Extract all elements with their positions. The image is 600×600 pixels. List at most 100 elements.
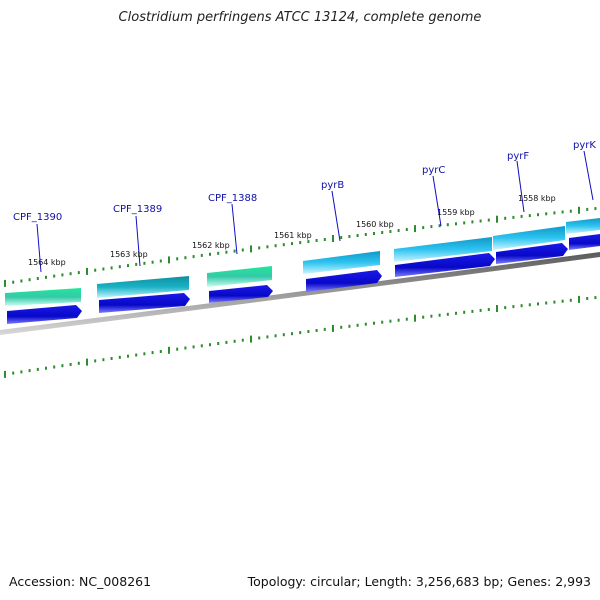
scale-tick [405,228,408,231]
scale-tick [110,266,113,270]
scale-tick [192,255,195,259]
scale-tick [528,303,531,307]
scale-tick [381,231,384,234]
scale-tick [307,330,310,333]
label-line [231,203,238,255]
label-line [331,190,341,242]
scale-tick [569,209,572,213]
scale-tick [127,354,129,358]
gene-label-pyrF: pyrF [507,151,529,162]
scale-tick [258,246,261,250]
scale-tick [28,278,31,282]
map-title: Clostridium perfringens ATCC 13124, comp… [118,10,482,25]
scale-tick [45,366,47,370]
scale-tick [356,234,359,237]
scale-tick [61,364,64,368]
scale-tick [102,358,105,362]
scale-tick [274,244,277,248]
scale-tick [53,365,56,369]
cds-arrow [306,270,382,292]
scale-tick [12,280,15,284]
kbp-label: 1559 kbp [437,208,475,217]
scale-tick [69,363,72,366]
accession-text: Accession: NC_008261 [9,574,152,589]
scale-tick [45,275,47,279]
scale-tick [504,216,507,220]
scale-tick [504,306,507,310]
scale-tick [159,259,162,263]
scale-tick [430,225,433,229]
kbp-label: 1561 kbp [274,231,312,240]
scale-tick [12,371,15,375]
scale-tick [159,350,162,353]
scale-tick [225,250,228,254]
scale-tick [241,338,244,342]
scale-tick [176,257,179,261]
scale-tick [586,207,589,211]
gene-label-pyrC: pyrC [422,165,445,176]
scale-tick [323,327,326,331]
scale-tick [389,230,392,233]
gene-block-pyrB [303,251,380,274]
kbp-label: 1563 kbp [110,250,148,259]
scale-tick [553,211,556,215]
scale-tick [168,256,170,264]
scale-tick [307,240,310,244]
scale-tick [143,352,146,356]
gene-block-cpf1389 [97,276,189,298]
scale-tick [151,351,154,355]
scale-tick [414,314,416,322]
scale-tick [225,340,228,344]
scale-tick [110,357,113,360]
scale-tick [463,221,466,225]
gene-block-cpf1388 [207,266,272,287]
scale-tick [594,296,597,300]
scale-tick [20,279,23,283]
scale-tick [479,308,482,312]
gene-block-pyrC [394,237,492,262]
kbp-label: 1564 kbp [28,258,66,267]
scale-tick [266,245,269,249]
scale-tick [455,311,457,315]
scale-tick [36,367,39,371]
scale-tick [348,235,351,238]
scale-tick [438,313,441,317]
genome-backbone [0,252,600,335]
scale-tick [373,321,375,325]
scale-tick [282,243,285,247]
scale-tick [545,212,548,216]
scale-tick [127,264,129,268]
cds-arrow [395,253,495,277]
cds-arrow [569,234,600,250]
scale-tick [192,345,195,349]
scale-tick [209,343,211,347]
scale-tick [77,271,80,275]
scale-tick [184,256,187,260]
scale-tick [537,213,539,217]
scale-tick [4,279,6,287]
gene-label-cpf1390: CPF_1390 [13,212,62,223]
scale-tick [332,235,334,242]
scale-tick [578,295,580,303]
scale-tick [405,317,408,321]
scale-tick [561,210,564,214]
gene-block-cpf1390 [5,288,81,306]
scale-tick [430,314,433,318]
cds-arrows [7,234,600,324]
scale-tick [282,333,285,337]
topology-summary-text: Topology: circular; Length: 3,256,683 bp… [247,574,591,589]
label-line [516,160,525,213]
scale-tick [94,359,97,363]
scale-tick [291,332,293,336]
scale-tick [578,206,580,214]
scale-tick [479,219,482,223]
scale-tick [438,224,441,228]
scale-tick [200,253,203,257]
scale-tick [373,232,375,235]
scale-tick [389,319,392,323]
scale-tick [364,322,367,326]
scale-tick [135,353,138,357]
scale-tick [143,261,146,265]
scale-tick [168,346,170,354]
